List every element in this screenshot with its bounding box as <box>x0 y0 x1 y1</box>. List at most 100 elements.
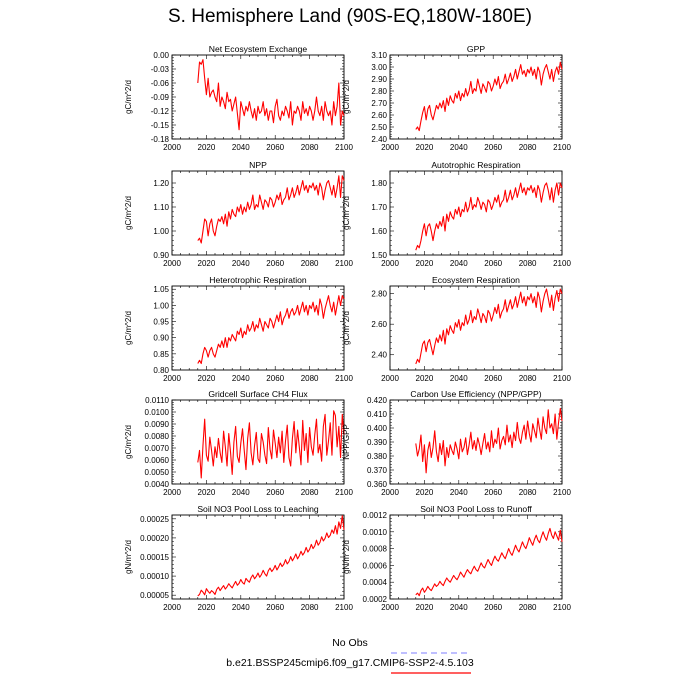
x-tick-label: 2100 <box>335 374 353 383</box>
x-tick-label: 2000 <box>163 259 181 268</box>
plot-frame <box>389 170 563 256</box>
y-tick-label: 1.05 <box>153 285 169 294</box>
x-tick-label: 2020 <box>416 143 434 152</box>
x-tick-label: 2100 <box>553 374 571 383</box>
x-tick-label: 2080 <box>519 488 537 497</box>
y-tick-label: 1.00 <box>153 301 169 310</box>
y-tick-label: 1.00 <box>153 227 169 236</box>
y-axis-label: gC/m^2/d <box>124 425 133 459</box>
y-tick-label: 0.400 <box>367 424 388 433</box>
chart-panel-3: NPP gC/m^2/d 2000 2020 2040 2060 2080 2100 0.90 1… <box>124 160 353 268</box>
legend-case-label: b.e21.BSSP245cmip6.f09_g17.CMIP6-SSP2-4.… <box>226 657 474 669</box>
x-tick-label: 2020 <box>198 603 216 612</box>
chart-title: NPP <box>249 160 267 170</box>
x-tick-label: 2040 <box>232 488 250 497</box>
x-tick-label: 2080 <box>519 259 537 268</box>
y-axis-label: gC/m^2/d <box>342 196 351 230</box>
y-tick-label: 0.0010 <box>363 528 388 537</box>
y-tick-label: 2.60 <box>371 320 387 329</box>
x-tick-label: 2020 <box>198 374 216 383</box>
plot-frame <box>389 514 563 600</box>
chart-title: GPP <box>467 44 485 54</box>
y-tick-label: 0.00025 <box>140 515 169 524</box>
x-tick-label: 2000 <box>163 374 181 383</box>
series-line <box>415 288 563 365</box>
y-tick-label: 2.40 <box>371 351 387 360</box>
y-tick-label: 0.85 <box>153 350 169 359</box>
x-tick-label: 2040 <box>450 488 468 497</box>
x-tick-label: 2060 <box>266 374 284 383</box>
y-tick-label: 0.0090 <box>145 420 170 429</box>
y-tick-label: 0.370 <box>367 466 388 475</box>
x-tick-label: 2040 <box>450 143 468 152</box>
x-tick-label: 2080 <box>519 374 537 383</box>
y-tick-label: 3.00 <box>371 63 387 72</box>
x-tick-label: 2080 <box>519 143 537 152</box>
y-tick-label: 0.95 <box>153 318 169 327</box>
y-axis-label: gC/m^2/d <box>342 311 351 345</box>
y-tick-label: 1.10 <box>153 203 169 212</box>
chart-title: Autotrophic Respiration <box>431 160 521 170</box>
x-tick-label: 2000 <box>381 374 399 383</box>
y-tick-label: 1.70 <box>371 203 387 212</box>
plot-frame <box>389 285 563 371</box>
chart-panel-8: Carbon Use Efficiency (NPP/GPP) NPP/GPP 20… <box>342 389 571 497</box>
x-tick-label: 2060 <box>266 259 284 268</box>
x-tick-label: 2000 <box>381 259 399 268</box>
x-tick-label: 2060 <box>484 603 502 612</box>
x-tick-label: 2060 <box>484 259 502 268</box>
x-tick-label: 2100 <box>335 259 353 268</box>
y-tick-label: 0.0012 <box>363 511 388 520</box>
x-tick-label: 2040 <box>450 603 468 612</box>
y-tick-label: 1.20 <box>153 179 169 188</box>
x-tick-label: 2000 <box>381 143 399 152</box>
y-tick-label: 1.50 <box>371 251 387 260</box>
y-tick-label: 0.410 <box>367 410 388 419</box>
x-tick-label: 2060 <box>484 488 502 497</box>
y-tick-label: -0.18 <box>151 135 170 144</box>
y-tick-label: 1.80 <box>371 179 387 188</box>
y-tick-label: 0.0080 <box>145 432 170 441</box>
chart-panel-2: GPP gC/m^2/d 2000 2020 2040 2060 2080 2100 2.40 2… <box>342 44 571 152</box>
plot-frame <box>171 514 345 600</box>
plot-frame <box>389 399 563 485</box>
y-tick-label: 0.00 <box>153 51 169 60</box>
series-line <box>415 527 563 597</box>
x-tick-label: 2000 <box>163 488 181 497</box>
y-tick-label: 0.90 <box>153 334 169 343</box>
y-tick-label: 2.90 <box>371 75 387 84</box>
y-tick-label: -0.06 <box>151 79 170 88</box>
chart-title: Gridcell Surface CH4 Flux <box>208 389 308 399</box>
x-tick-label: 2100 <box>553 143 571 152</box>
x-tick-label: 2000 <box>163 603 181 612</box>
plot-frame <box>171 170 345 256</box>
y-tick-label: 2.60 <box>371 111 387 120</box>
chart-panel-6: Ecosystem Respiration gC/m^2/d 2000 2020 204… <box>342 275 571 383</box>
y-tick-label: 0.80 <box>153 366 169 375</box>
x-tick-label: 2100 <box>553 603 571 612</box>
y-tick-label: 0.0050 <box>145 468 170 477</box>
y-tick-label: 2.80 <box>371 87 387 96</box>
x-tick-label: 2040 <box>450 259 468 268</box>
x-tick-label: 2080 <box>301 259 319 268</box>
y-tick-label: 2.70 <box>371 99 387 108</box>
series-line <box>197 295 345 365</box>
y-axis-label: gC/m^2/d <box>342 80 351 114</box>
y-tick-label: 0.00010 <box>140 572 169 581</box>
y-axis-label: gN/m^2/d <box>124 540 133 574</box>
chart-title: Carbon Use Efficiency (NPP/GPP) <box>410 389 541 399</box>
x-tick-label: 2040 <box>450 374 468 383</box>
chart-title: Soil NO3 Pool Loss to Leaching <box>197 504 319 514</box>
x-tick-label: 2040 <box>232 259 250 268</box>
y-tick-label: -0.09 <box>151 93 170 102</box>
legend-obs-line <box>391 652 471 654</box>
x-tick-label: 2100 <box>335 143 353 152</box>
y-tick-label: 2.50 <box>371 123 387 132</box>
chart-title: Ecosystem Respiration <box>432 275 520 285</box>
y-tick-label: 0.390 <box>367 438 388 447</box>
y-axis-label: gN/m^2/d <box>342 540 351 574</box>
y-tick-label: 0.0004 <box>363 578 388 587</box>
chart-title: Net Ecosystem Exchange <box>209 44 308 54</box>
x-tick-label: 2100 <box>553 488 571 497</box>
x-tick-label: 2020 <box>416 488 434 497</box>
